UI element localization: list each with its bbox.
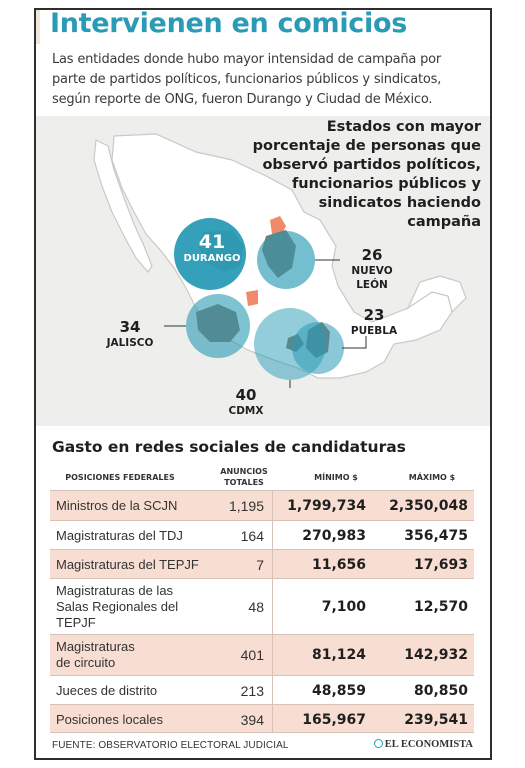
cdmx-label: 40 CDMX <box>214 386 278 418</box>
spending-table: Ministros de la SCJN 1,195 1,799,734 2,3… <box>50 490 474 733</box>
cell-position: Magistraturas del TDJ <box>56 528 183 543</box>
durango-value: 41 <box>198 231 226 253</box>
table-row: Jueces de distrito 213 48,859 80,850 <box>50 675 474 704</box>
col-header-position: POSICIONES FEDERALES <box>65 473 175 482</box>
puebla-leader <box>342 336 367 349</box>
nuevo-leon-label: 26 NUEVO LEÓN <box>336 246 408 292</box>
col-header-min: MÍNIMO $ <box>314 473 358 482</box>
cell-max: 356,475 <box>404 528 468 544</box>
cell-min: 7,100 <box>321 599 366 615</box>
durango-name: DURANGO <box>183 253 241 264</box>
col-header-max: MÁXIMO $ <box>408 473 456 482</box>
map-panel <box>36 116 490 426</box>
table-row: Ministros de la SCJN 1,195 1,799,734 2,3… <box>50 490 474 520</box>
cell-count: 164 <box>240 528 264 544</box>
puebla-label: 23 PUEBLA <box>342 306 406 338</box>
puebla-value: 23 <box>363 306 385 324</box>
brand-name: EL ECONOMISTA <box>384 739 473 750</box>
brand-icon <box>373 739 383 748</box>
cell-position: Posiciones locales <box>56 712 163 727</box>
cell-min: 270,983 <box>302 528 366 544</box>
cell-position: Magistraturas de las Salas Regionales de… <box>56 583 179 630</box>
durango-circle <box>174 218 246 290</box>
yucatan-peninsula <box>406 275 467 314</box>
cell-min: 165,967 <box>302 712 366 728</box>
jalisco-label: 34 JALISCO <box>98 318 162 350</box>
cell-min: 1,799,734 <box>287 498 366 514</box>
highlight-state-center <box>246 290 258 306</box>
cell-position: Ministros de la SCJN <box>56 498 178 513</box>
table-row: Magistraturas de las Salas Regionales de… <box>50 578 474 634</box>
cell-count: 394 <box>240 712 264 728</box>
cell-count: 1,195 <box>228 498 264 514</box>
intro-text: Las entidades donde hubo mayor intensida… <box>52 52 442 107</box>
table-row: Magistraturas de circuito 401 81,124 142… <box>50 634 474 675</box>
table-row: Magistraturas del TDJ 164 270,983 356,47… <box>50 520 474 549</box>
cell-count: 401 <box>240 647 264 663</box>
jalisco-value: 34 <box>119 318 141 336</box>
cell-position: Jueces de distrito <box>56 683 158 698</box>
cell-max: 2,350,048 <box>389 498 468 514</box>
cell-count: 213 <box>240 683 264 699</box>
cell-position: Magistraturas del TEPJF <box>56 557 199 572</box>
cdmx-value: 40 <box>235 386 257 404</box>
cell-count: 48 <box>248 599 264 615</box>
nuevo-leon-circle <box>257 231 315 289</box>
cell-max: 12,570 <box>413 599 468 615</box>
puebla-name: PUEBLA <box>350 325 398 337</box>
cell-min: 81,124 <box>311 647 366 663</box>
source-note: FUENTE: OBSERVATORIO ELECTORAL JUDICIAL <box>52 740 289 751</box>
jalisco-name: JALISCO <box>106 337 154 349</box>
jalisco-circle <box>186 294 250 358</box>
cell-min: 11,656 <box>311 557 366 573</box>
puebla-circle <box>292 322 344 374</box>
table-row: Posiciones locales 394 165,967 239,541 <box>50 704 474 733</box>
cell-position: Magistraturas de circuito <box>56 639 135 670</box>
brand-logo: EL ECONOMISTA <box>373 739 473 750</box>
map-legend-title: Estados con mayor porcentaje de personas… <box>252 119 481 230</box>
table-title: Gasto en redes sociales de candidaturas <box>52 438 406 456</box>
nuevo-leon-value: 26 <box>361 246 383 264</box>
table-row: Magistraturas del TEPJF 7 11,656 17,693 <box>50 549 474 578</box>
cell-max: 142,932 <box>404 647 468 663</box>
nuevo-leon-name: NUEVO LEÓN <box>351 265 393 291</box>
cdmx-name: CDMX <box>228 405 264 417</box>
cell-max: 239,541 <box>404 712 468 728</box>
durango-label: 41 DURANGO <box>180 232 244 265</box>
col-header-count: ANUNCIOS TOTALES <box>220 467 268 487</box>
page-title: Intervienen en comicios <box>50 8 407 39</box>
mexico-map <box>93 133 467 388</box>
cell-max: 17,693 <box>413 557 468 573</box>
title-accent <box>36 10 40 44</box>
baja-california <box>93 139 153 273</box>
cell-max: 80,850 <box>413 683 468 699</box>
cell-count: 7 <box>256 557 264 573</box>
cell-min: 48,859 <box>311 683 366 699</box>
